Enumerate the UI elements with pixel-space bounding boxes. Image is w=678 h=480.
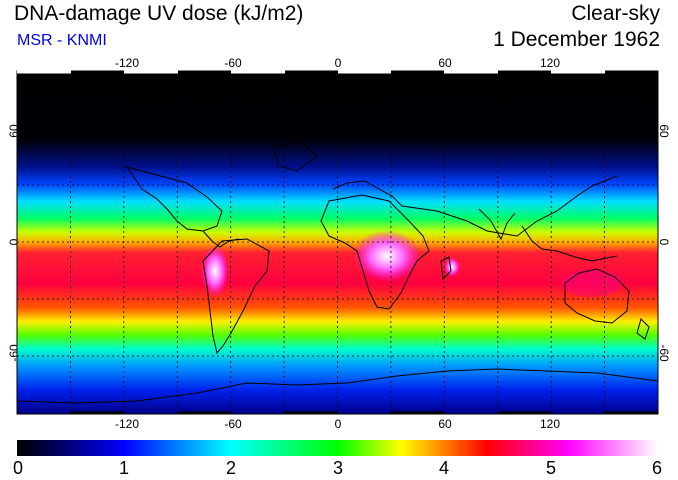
lon-tick-bottom-120: 120: [539, 417, 561, 431]
coast-south-america: [202, 238, 270, 355]
coastlines: [17, 142, 658, 404]
colorbar-gradient: [17, 440, 658, 456]
lon-tick-top-minus-120: -120: [114, 56, 140, 70]
colorbar-label-5: 5: [545, 458, 557, 478]
lon-tick-bottom-0: 0: [334, 417, 342, 431]
lon-tick-bottom-minus-60: -60: [224, 417, 242, 431]
lon-tick-top-minus-60: -60: [224, 56, 242, 70]
sky-condition-label: Clear-sky: [571, 2, 660, 25]
data-source-label: MSR - KNMI: [17, 32, 107, 49]
lon-tick-top-120: 120: [539, 56, 561, 70]
date-label: 1 December 1962: [493, 28, 660, 51]
colorbar-label-4: 4: [438, 458, 450, 478]
coast-new-zealand: [636, 318, 650, 340]
coast-antarctica: [17, 368, 658, 404]
hotspot-australia: [562, 269, 622, 297]
hotspot-africa: [353, 230, 421, 282]
lon-tick-bottom-60: 60: [438, 417, 452, 431]
colorbar-label-2: 2: [225, 458, 237, 478]
lon-tick-top-0: 0: [334, 56, 342, 70]
colorbar-label-1: 1: [118, 458, 130, 478]
coast-southeast-asia: [521, 225, 618, 262]
uv-dose-map: [17, 71, 658, 414]
colorbar: [17, 440, 658, 456]
coast-asia: [401, 175, 618, 237]
uv-dose-field: [17, 71, 658, 414]
map-title: DNA-damage UV dose (kJ/m2): [14, 2, 304, 25]
coast-india: [478, 208, 516, 241]
lon-tick-bottom-minus-120: -120: [114, 417, 140, 431]
coast-australia: [564, 268, 630, 324]
colorbar-label-0: 0: [12, 458, 24, 478]
colorbar-label-3: 3: [332, 458, 344, 478]
hotspot-andes: [201, 245, 229, 297]
coast-greenland: [271, 142, 318, 172]
coast-madagascar: [440, 256, 452, 281]
graticule: [17, 71, 658, 414]
hotspot-madagascar: [444, 257, 460, 277]
colorbar-label-6: 6: [651, 458, 663, 478]
lon-tick-top-60: 60: [438, 56, 452, 70]
map-frame-border: [16, 70, 659, 415]
